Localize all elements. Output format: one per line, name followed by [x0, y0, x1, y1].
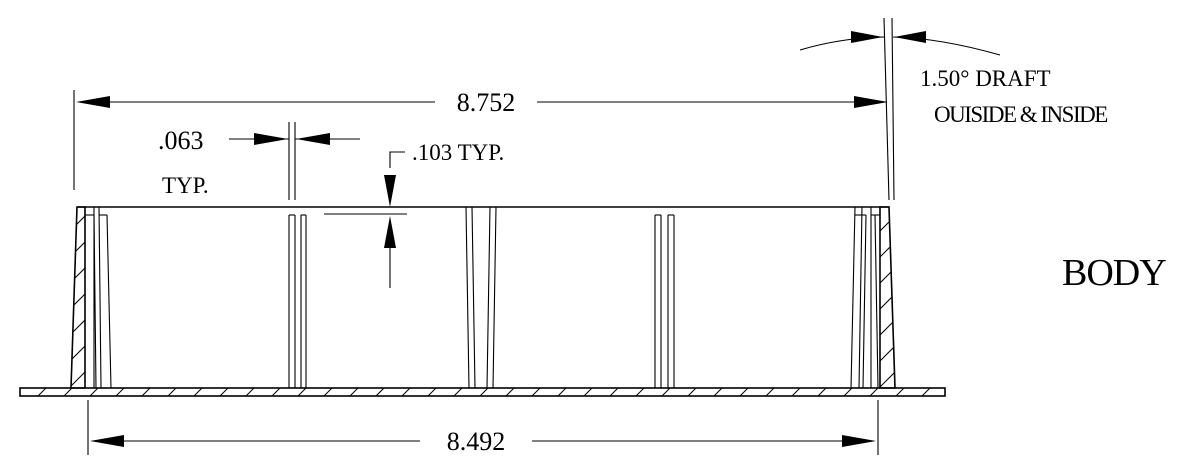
hatch-line: [609, 388, 619, 396]
dimension-bottom-width: 8.492: [87, 400, 879, 456]
hatch-line: [1035, 207, 1196, 388]
base-flange: [19, 387, 956, 397]
hatch-line: [453, 388, 463, 396]
hatch-line: [0, 207, 68, 388]
hatch-line: [869, 388, 879, 396]
hatch-line: [921, 388, 931, 396]
hatch-line: [173, 207, 354, 388]
hatch-line: [63, 388, 73, 396]
dimension-wall-thickness: .063 TYP.: [158, 122, 360, 200]
hatch-line: [697, 207, 878, 388]
hatch-line: [791, 388, 801, 396]
hatch-line: [880, 207, 895, 388]
hatch-line: [557, 388, 567, 396]
hatch-line: [983, 207, 1164, 388]
hatch-line: [245, 388, 255, 396]
hatch-line: [251, 207, 432, 388]
hatch-line: [71, 207, 85, 388]
hatch-line: [271, 388, 281, 396]
dimension-wall-thickness-label: .063: [158, 126, 204, 155]
dimension-bottom-width-label: 8.492: [447, 427, 506, 456]
hatch-line: [905, 207, 1086, 388]
hatch-line: [739, 388, 749, 396]
hatch-line: [219, 388, 229, 396]
hatch-line: [20, 388, 21, 389]
dimension-rib-height-label: .103 TYP.: [412, 140, 504, 165]
dimension-top-width: 8.752: [73, 88, 888, 190]
hatch-line: [505, 388, 515, 396]
hatch-line: [687, 388, 697, 396]
rib-3: [654, 214, 675, 388]
hatch-line: [349, 388, 359, 396]
draft-angle-label: 1.50° DRAFT: [920, 66, 1051, 91]
hatch-line: [817, 388, 827, 396]
hatch-line: [375, 388, 385, 396]
hatch-line: [880, 207, 895, 388]
hatch-line: [880, 207, 895, 388]
draft-scope-label: OUISIDE & INSIDE: [934, 102, 1107, 127]
hatch-line: [121, 207, 302, 388]
hatch-line: [89, 388, 99, 396]
hatch-line: [479, 388, 489, 396]
hatch-line: [895, 388, 905, 396]
hatch-line: [427, 388, 437, 396]
rib-1: [288, 214, 307, 388]
draft-angle-callout: 1.50° DRAFT OUISIDE & INSIDE: [799, 17, 1109, 201]
hatch-line: [948, 388, 956, 396]
hatch-line: [71, 207, 85, 388]
hatch-line: [931, 207, 1112, 388]
hatch-line: [531, 388, 541, 396]
hatch-line: [713, 388, 723, 396]
hatch-line: [297, 388, 307, 396]
hatch-line: [880, 207, 895, 388]
hatch-line: [765, 388, 775, 396]
hatch-line: [661, 388, 671, 396]
hatch-line: [323, 388, 333, 396]
hatch-line: [167, 388, 177, 396]
hatch-line: [37, 388, 47, 396]
hatch-line: [583, 388, 593, 396]
hatch-line: [141, 388, 151, 396]
hatch-line: [635, 388, 645, 396]
hatch-line: [225, 207, 406, 388]
hatch-line: [193, 388, 203, 396]
hatch-line: [1009, 207, 1190, 388]
dimension-rib-height: .103 TYP.: [324, 140, 504, 288]
dimension-wall-thickness-note: TYP.: [162, 173, 209, 198]
hatch-line: [1061, 207, 1196, 388]
part-label: BODY: [1062, 252, 1166, 294]
rib-2: [465, 206, 497, 389]
hatch-line: [95, 207, 276, 388]
hatch-line: [957, 207, 1138, 388]
dimension-top-width-label: 8.752: [457, 88, 516, 117]
body-outline: [0, 206, 1196, 389]
hatch-line: [115, 388, 125, 396]
hatch-line: [71, 207, 85, 388]
hatch-line: [71, 207, 85, 388]
hatch-line: [843, 388, 853, 396]
hatch-line: [71, 207, 85, 388]
hatch-line: [401, 388, 411, 396]
